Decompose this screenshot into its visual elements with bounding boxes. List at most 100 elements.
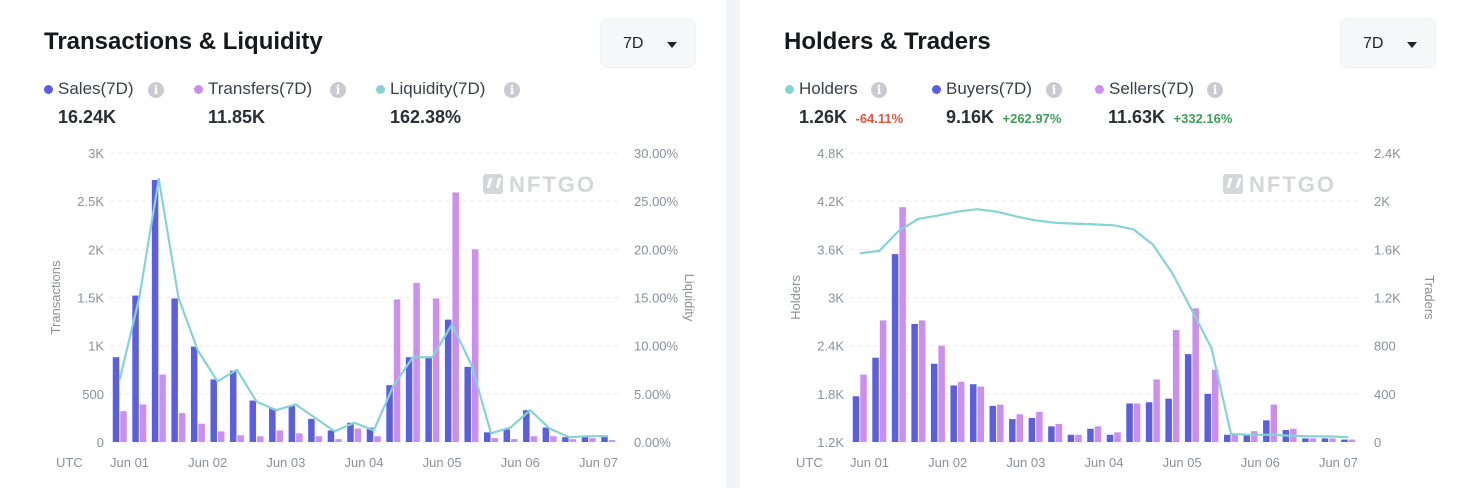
bar-sales-d (210, 379, 217, 442)
watermark-text: NFTGO (1249, 172, 1336, 197)
bar-sales-d (269, 408, 276, 442)
bar-buyers-d (1184, 354, 1192, 442)
bar-sellers-d (1094, 426, 1102, 442)
x-tick-label: Jun 07 (579, 455, 618, 470)
bar-transfers-d (569, 439, 577, 442)
period-dropdown-value: 7D (1363, 35, 1384, 52)
legend-dot (932, 85, 941, 94)
y-axis-title: Holders (788, 275, 803, 320)
bar-buyers-d (1224, 434, 1231, 442)
x-tick-label: Jun 05 (423, 455, 462, 470)
nftgo-logo-icon (1223, 174, 1243, 194)
bar-buyers-d (1126, 403, 1133, 442)
y-tick-label: 3.6K (817, 242, 844, 257)
y-tick-label: 3K (828, 291, 844, 306)
info-icon[interactable]: i (504, 82, 520, 98)
x-axis-prefix: UTC (796, 455, 823, 470)
y-axis-title: Transactions (48, 260, 63, 334)
sales-stat: 16.24K (58, 107, 116, 128)
y-tick-label: 0 (97, 435, 104, 450)
bar-buyers-d (950, 385, 957, 442)
period-dropdown-value: 7D (623, 35, 644, 52)
bar-buyers-d (970, 384, 977, 442)
bar-sellers-d (1270, 404, 1278, 442)
bar-buyers-d (930, 363, 938, 442)
legend-dot (785, 85, 794, 94)
bar-transfers-d (257, 436, 264, 442)
bar-sales-d (601, 436, 608, 442)
period-dropdown[interactable]: 7D (600, 18, 696, 68)
y2-axis-title: Traders (1422, 275, 1437, 320)
bar-sales-d (464, 366, 471, 442)
liquidity-stat: 162.38% (390, 107, 461, 128)
bar-sales-d (425, 357, 432, 442)
bar-transfers-d (608, 440, 616, 442)
stat-change: +262.97% (1002, 111, 1062, 126)
bar-sales-d (230, 370, 237, 442)
bar-transfers-d (550, 436, 557, 442)
bar-buyers-d (1165, 398, 1172, 442)
bar-buyers-d (852, 396, 860, 442)
bar-transfers-d (198, 423, 205, 442)
y2-tick-label: 20.00% (634, 242, 679, 257)
y-tick-label: 2.5K (77, 194, 104, 209)
y2-tick-label: 10.00% (634, 339, 679, 354)
bar-buyers-d (1028, 417, 1036, 442)
bar-sales-d (405, 357, 413, 442)
info-icon[interactable]: i (871, 82, 887, 98)
info-icon[interactable]: i (1046, 82, 1062, 98)
y2-tick-label: 30.00% (634, 146, 679, 161)
y2-tick-label: 400 (1374, 387, 1396, 402)
bar-buyers-d (1009, 419, 1016, 442)
y2-tick-label: 1.6K (1374, 242, 1401, 257)
y2-tick-label: 800 (1374, 339, 1396, 354)
legend-dot (1095, 85, 1104, 94)
y2-tick-label: 15.00% (634, 291, 679, 306)
bar-buyers-d (1302, 438, 1309, 442)
bar-sales-d (112, 357, 120, 442)
bar-transfers-d (432, 298, 440, 442)
stat-change: +332.16% (1173, 111, 1233, 126)
legend-label: Holders (799, 79, 858, 98)
period-dropdown[interactable]: 7D (1340, 18, 1436, 68)
bar-buyers-d (911, 323, 918, 442)
bar-sales-d (151, 179, 159, 442)
bar-sellers-d (938, 345, 945, 442)
bar-transfers-d (589, 438, 596, 442)
x-tick-label: Jun 04 (344, 455, 383, 470)
bar-sales-d (503, 429, 511, 442)
stat-value: 162.38% (390, 107, 462, 127)
bar-buyers-d (1321, 438, 1329, 442)
y2-axis-title: Liquidity (682, 274, 697, 322)
bar-transfers-d (159, 374, 166, 442)
y-tick-label: 1.5K (77, 291, 104, 306)
bar-transfers-d (393, 299, 401, 442)
bar-sellers-d (977, 386, 984, 442)
bar-sales-d (581, 436, 589, 442)
bar-sellers-d (1329, 438, 1336, 442)
y2-tick-label: 1.2K (1374, 291, 1401, 306)
bar-buyers-d (891, 254, 899, 442)
bar-buyers-d (1087, 428, 1094, 442)
info-icon[interactable]: i (330, 82, 346, 98)
bar-buyers-d (1243, 434, 1251, 442)
stat-value: 9.16K (946, 107, 995, 127)
bar-sales-d (542, 427, 550, 442)
info-icon[interactable]: i (1207, 82, 1223, 98)
sellers-stat: 11.63K +332.16% (1108, 107, 1232, 128)
legend-label: Transfers(7D) (208, 79, 313, 98)
bar-sellers-d (1251, 431, 1258, 442)
y2-tick-label: 0.00% (634, 435, 671, 450)
legend-dot (376, 85, 385, 94)
y2-tick-label: 5.00% (634, 387, 671, 402)
bar-sellers-d (997, 404, 1004, 442)
bar-sales-d (484, 432, 491, 442)
bar-sellers-d (918, 320, 926, 442)
holders-traders-chart: 1.2K 0 1.8K 400 2.4K 800 3K 1.2K 3.6K 1.6K 4.2K 2K 4… (788, 146, 1437, 470)
y-tick-label: 4.8K (817, 146, 844, 161)
bar-transfers-d (374, 436, 381, 442)
bar-sellers-d (1172, 330, 1180, 442)
line-liquidity-d (118, 177, 609, 439)
info-icon[interactable]: i (148, 82, 164, 98)
bar-sellers-d (1055, 423, 1063, 442)
